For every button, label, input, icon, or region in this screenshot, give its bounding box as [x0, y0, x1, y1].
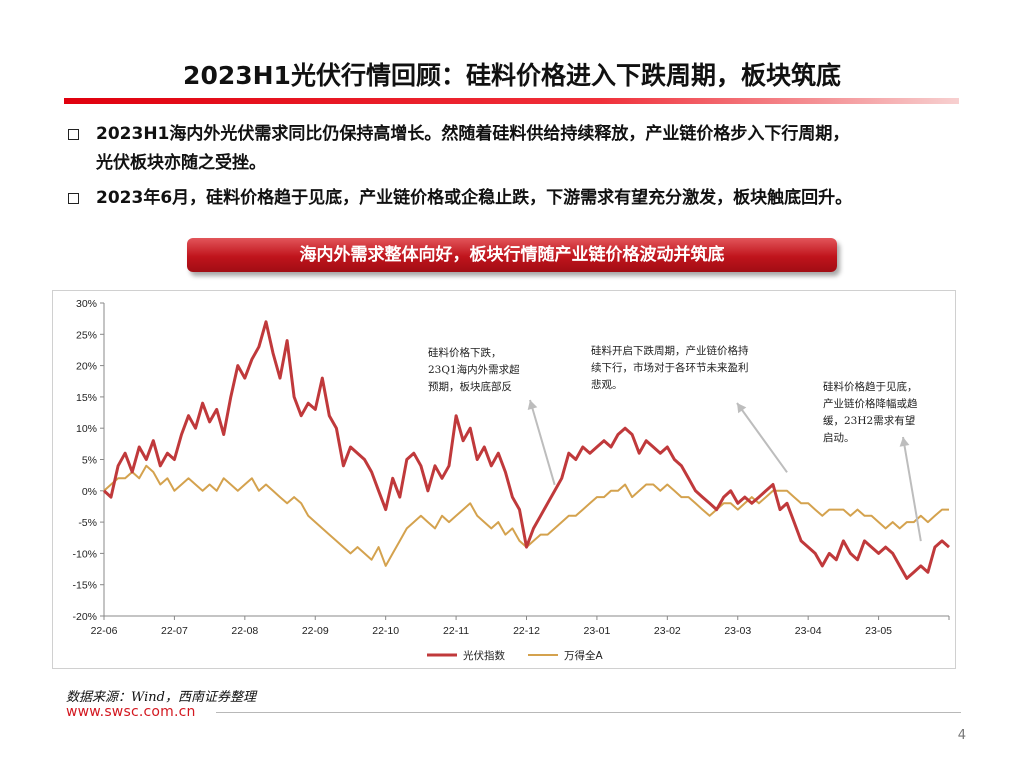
y-tick-label: 30%	[76, 298, 97, 310]
chart-banner: 海内外需求整体向好，板块行情随产业链价格波动并筑底	[187, 238, 837, 272]
checkbox-bullet-icon	[68, 193, 79, 204]
y-tick-label: -20%	[72, 611, 97, 623]
footer-divider	[216, 712, 961, 713]
annotation-text: 23Q1海内外需求超	[428, 363, 520, 376]
bullet-1-line-2: 光伏板块亦随之受挫。	[96, 153, 266, 173]
annotation-text: 启动。	[823, 431, 855, 444]
page-number: 4	[957, 728, 966, 743]
title-underline	[64, 98, 959, 104]
x-tick-label: 22-09	[302, 625, 329, 637]
x-tick-label: 23-02	[654, 625, 681, 637]
y-tick-label: 0%	[82, 486, 97, 498]
annotation-arrowhead	[899, 437, 910, 447]
bullet-2-line-1: 2023年6月，硅料价格趋于见底，产业链价格或企稳止跌，下游需求有望充分激发，板…	[96, 188, 853, 208]
x-tick-label: 22-11	[443, 625, 469, 637]
chart-frame	[52, 290, 956, 669]
annotation-text: 缓，23H2需求有望	[823, 414, 915, 427]
page-title: 2023H1光伏行情回顾：硅料价格进入下跌周期，板块筑底	[183, 61, 841, 90]
annotation-text: 预期，板块底部反	[428, 380, 512, 393]
annotation-text: 硅料价格趋于见底，	[823, 380, 918, 393]
line-chart: -20% -15% -10% -5% 0% 5% 10% 15% 20% 25% 30% 22-06 2…	[52, 290, 957, 670]
y-tick-label: 20%	[76, 361, 97, 373]
y-tick-label: -15%	[72, 580, 97, 592]
legend-label-pv-index: 光伏指数	[463, 649, 505, 662]
bullet-1-line-1: 2023H1海内外光伏需求同比仍保持高增长。然随着硅料供给持续释放，产业链价格步…	[96, 124, 850, 144]
annotation-text: 硅料开启下跌周期，产业链价格持	[591, 344, 749, 357]
x-tick-label: 22-10	[372, 625, 399, 637]
bullet-list: 2023H1海内外光伏需求同比仍保持高增长。然随着硅料供给持续释放，产业链价格步…	[66, 120, 986, 219]
y-tick-label: 25%	[76, 329, 97, 341]
annotation-text: 续下行，市场对于各环节未来盈利	[591, 361, 749, 374]
annotation-arrow	[529, 399, 556, 486]
y-tick-label: 5%	[82, 455, 97, 467]
x-tick-label: 22-06	[91, 625, 118, 637]
y-tick-label: 10%	[76, 423, 97, 435]
annotation-arrowhead	[737, 403, 747, 414]
series-line-wind-all-a	[103, 464, 949, 567]
annotation-text: 硅料价格下跌，	[428, 346, 502, 359]
data-source: 数据来源：Wind，西南证券整理	[66, 690, 256, 705]
x-tick-label: 22-07	[161, 625, 188, 637]
x-tick-label: 23-04	[795, 625, 822, 637]
y-tick-label: 15%	[76, 392, 97, 404]
x-tick-label: 22-08	[231, 625, 258, 637]
annotation-arrow	[736, 402, 788, 473]
chart-svg: -20% -15% -10% -5% 0% 5% 10% 15% 20% 25% 30% 22-06 2…	[52, 290, 956, 669]
bullet-item-1: 2023H1海内外光伏需求同比仍保持高增长。然随着硅料供给持续释放，产业链价格步…	[66, 120, 986, 178]
x-tick-label: 23-01	[583, 625, 610, 637]
annotation-text: 产业链价格降幅或趋	[823, 397, 918, 410]
annotation-arrow	[902, 436, 922, 542]
y-tick-label: -5%	[78, 517, 97, 529]
footer-url[interactable]: www.swsc.com.cn	[66, 704, 196, 720]
bullet-item-2: 2023年6月，硅料价格趋于见底，产业链价格或企稳止跌，下游需求有望充分激发，板…	[66, 184, 986, 213]
x-tick-label: 23-03	[724, 625, 751, 637]
x-tick-label: 23-05	[865, 625, 892, 637]
legend-label-wind-all-a: 万得全A	[564, 649, 603, 662]
annotation-text: 悲观。	[591, 378, 623, 391]
checkbox-bullet-icon	[68, 129, 79, 140]
x-tick-label: 22-12	[513, 625, 540, 637]
series-line-pv-index	[102, 320, 950, 580]
annotation-arrowhead	[527, 400, 538, 410]
y-tick-label: -10%	[72, 548, 97, 560]
